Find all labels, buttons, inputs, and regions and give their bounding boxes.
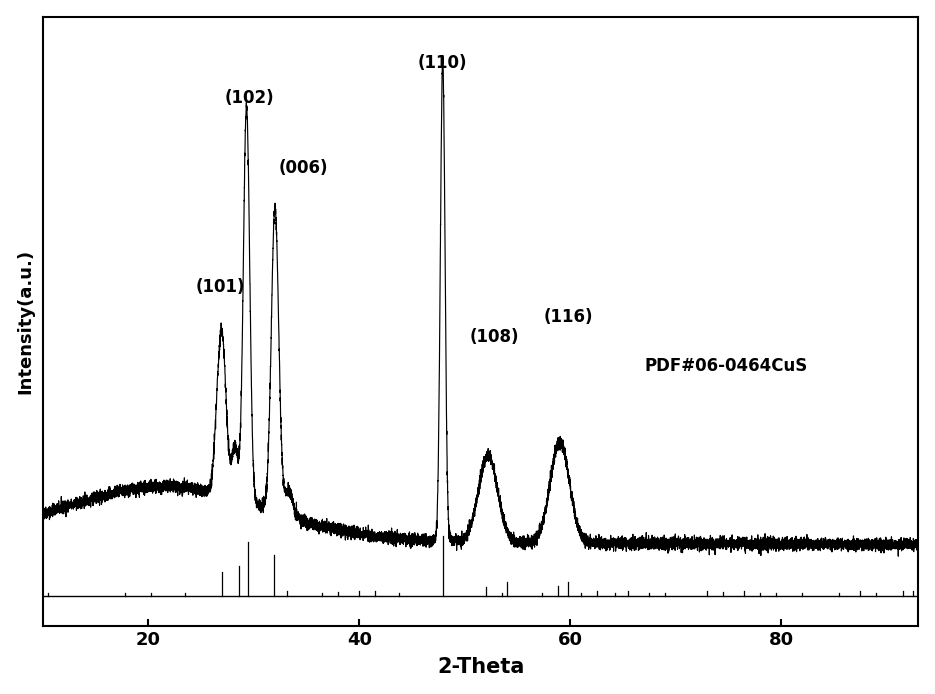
Y-axis label: Intensity(a.u.): Intensity(a.u.) [17, 249, 35, 394]
X-axis label: 2-Theta: 2-Theta [437, 657, 525, 677]
Text: (108): (108) [470, 328, 520, 346]
Text: (102): (102) [224, 89, 274, 107]
Text: (101): (101) [196, 278, 245, 296]
Text: PDF#06-0464CuS: PDF#06-0464CuS [644, 357, 808, 375]
Text: (116): (116) [544, 308, 594, 326]
Text: (006): (006) [279, 158, 327, 176]
Text: (110): (110) [417, 53, 467, 71]
